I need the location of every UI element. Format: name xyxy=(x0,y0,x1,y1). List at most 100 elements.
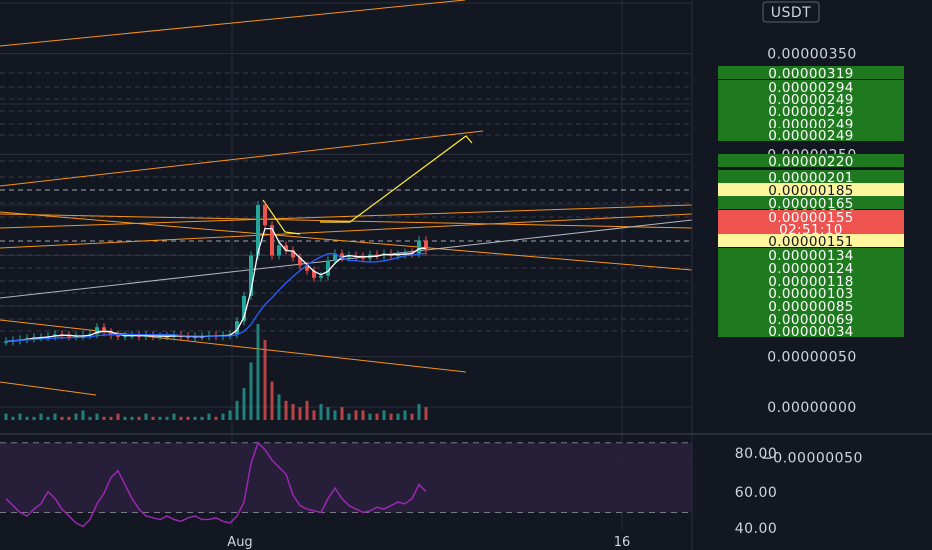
candle-body xyxy=(67,335,71,337)
candle-body xyxy=(277,245,281,256)
volume-bar xyxy=(39,413,43,420)
price-label-bg xyxy=(718,312,904,325)
volume-bar xyxy=(424,407,428,420)
candle-body xyxy=(165,336,169,338)
candle-body xyxy=(53,334,57,337)
candle-body xyxy=(375,254,379,256)
volume-bar xyxy=(123,416,127,420)
rsi-tick-label: 80.00 xyxy=(735,446,778,462)
candle-body xyxy=(424,240,428,251)
candle-body xyxy=(298,257,302,266)
candle-body xyxy=(270,225,274,256)
rsi-tick-label: 60.00 xyxy=(735,485,778,501)
volume-bar xyxy=(403,410,407,420)
rsi-line xyxy=(5,441,427,528)
candle-body xyxy=(291,250,295,258)
price-label-bg xyxy=(718,196,904,209)
volume-bar xyxy=(151,416,155,420)
candle-body xyxy=(347,255,351,258)
price-label-bg xyxy=(718,92,904,105)
candle-body xyxy=(109,332,113,336)
volume-bar xyxy=(368,413,372,420)
rsi-panel: 80.00 60.00 40.00 xyxy=(0,433,932,537)
price-label: 0.00000249 xyxy=(768,104,854,120)
y-tick-label: 0.00000050 xyxy=(767,350,857,366)
volume-bar xyxy=(361,410,365,420)
volume-bar xyxy=(158,416,162,420)
price-label: 0.00000201 xyxy=(768,170,854,186)
volume-bar xyxy=(18,413,22,420)
volume-bars xyxy=(4,324,428,420)
price-label-bg xyxy=(718,128,904,141)
volume-bar xyxy=(382,410,386,420)
grid xyxy=(0,0,692,530)
price-label: 0.00000124 xyxy=(768,261,854,277)
candle-body xyxy=(312,270,316,278)
candle-body xyxy=(158,336,162,338)
x-tick-label: Aug xyxy=(227,535,252,550)
candle-body xyxy=(235,321,239,335)
candle-body xyxy=(326,260,330,276)
price-label-bg xyxy=(718,66,904,79)
volume-bar xyxy=(375,413,379,420)
volume-bar xyxy=(326,407,330,420)
volume-bar xyxy=(305,400,309,420)
candle-body xyxy=(361,256,365,259)
volume-bar xyxy=(417,404,421,420)
candle-body xyxy=(403,252,407,255)
volume-bar xyxy=(277,394,281,420)
price-label-bg xyxy=(718,210,904,223)
volume-bar xyxy=(291,404,295,420)
price-label: 0.00000220 xyxy=(768,154,854,170)
candle-body xyxy=(95,327,99,335)
trendline xyxy=(0,319,467,373)
volume-bar xyxy=(333,410,337,420)
candles xyxy=(4,201,428,346)
rsi-tick-label: 40.00 xyxy=(735,521,778,537)
currency-label: USDT xyxy=(771,5,811,21)
volume-bar xyxy=(25,416,29,420)
volume-bar xyxy=(389,413,393,420)
ma-slow-line xyxy=(5,252,427,342)
volume-bar xyxy=(256,324,260,420)
volume-bar xyxy=(95,413,99,420)
trendlines xyxy=(0,0,693,396)
candle-body xyxy=(305,265,309,271)
volume-bar xyxy=(298,407,302,420)
volume-bar xyxy=(354,410,358,420)
volume-bar xyxy=(340,407,344,420)
candle-body xyxy=(242,295,246,322)
price-label: 0.00000185 xyxy=(768,183,854,199)
volume-bar xyxy=(396,413,400,420)
candle-body xyxy=(417,240,421,254)
volume-bar xyxy=(67,416,71,420)
currency-badge[interactable] xyxy=(762,1,820,23)
candle-body xyxy=(256,205,260,256)
volume-bar xyxy=(74,413,78,420)
volume-bar xyxy=(249,362,253,420)
price-label: 0.00000134 xyxy=(768,248,854,264)
price-label-bg xyxy=(718,324,904,337)
trendline xyxy=(0,204,693,229)
trendline xyxy=(0,381,97,396)
candle-body xyxy=(319,275,323,278)
volume-bar xyxy=(109,416,113,420)
volume-bar xyxy=(221,413,225,420)
time-axis[interactable]: Aug 16 xyxy=(227,535,630,550)
volume-bar xyxy=(179,416,183,420)
volume-bar xyxy=(410,413,414,420)
price-label-bg xyxy=(718,170,904,183)
price-label-bg xyxy=(718,274,904,287)
price-label: 0.00000151 xyxy=(768,234,854,250)
trendline xyxy=(0,213,693,249)
volume-bar xyxy=(214,416,218,420)
price-label: 0.00000165 xyxy=(768,196,854,212)
candle-body xyxy=(333,253,337,261)
candle-body xyxy=(340,253,344,258)
price-label-bg xyxy=(718,286,904,299)
volume-bar xyxy=(186,416,190,420)
projection-line xyxy=(320,135,473,223)
moving-averages xyxy=(5,227,427,342)
rsi-band xyxy=(0,442,692,513)
